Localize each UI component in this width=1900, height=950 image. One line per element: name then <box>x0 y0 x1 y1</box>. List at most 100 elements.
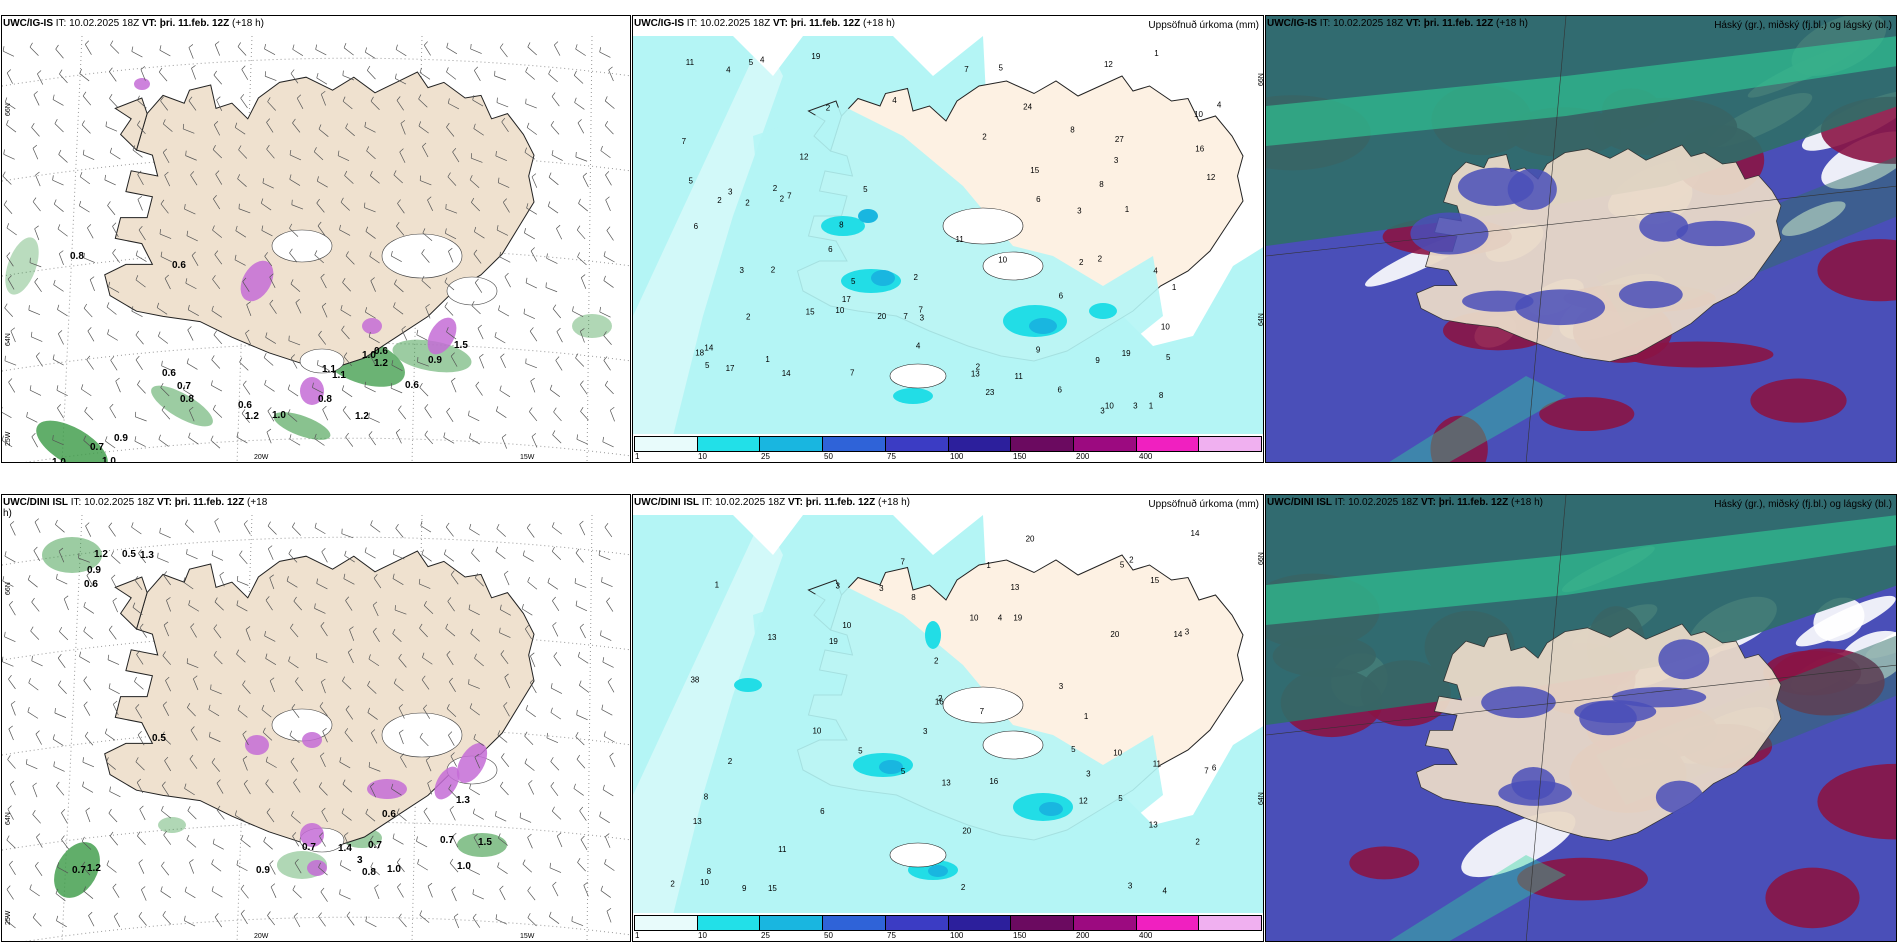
wind-barb <box>83 440 93 449</box>
wind-barb <box>579 810 587 821</box>
wind-barb-feather <box>82 149 85 155</box>
colorbar-swatch <box>1136 916 1200 930</box>
wind-barb-feather <box>240 884 245 890</box>
wind-barb <box>139 809 146 821</box>
low-cloud-area <box>1765 867 1860 929</box>
precip-value: 4 <box>726 65 731 74</box>
wind-barb <box>372 631 380 643</box>
wind-barb-feather <box>473 123 476 129</box>
wind-barb <box>575 552 584 563</box>
wind-barb-feather <box>214 250 219 255</box>
wind-barb-feather <box>139 623 144 628</box>
wind-barb <box>239 361 249 371</box>
wind-barb-feather <box>267 911 271 916</box>
wind-barb-feather <box>552 622 557 626</box>
wind-barb <box>184 788 195 796</box>
wind-barb-feather <box>265 756 268 762</box>
bottom-cloud-map[interactable] <box>1266 495 1897 942</box>
wind-barb <box>321 551 328 563</box>
wind-barb <box>141 889 147 901</box>
wind-barb-feather <box>348 648 353 653</box>
wind-barb <box>159 233 172 239</box>
wind-barb-feather <box>445 623 449 629</box>
wind-barb <box>370 175 380 184</box>
wind-barb-feather <box>162 119 166 125</box>
wind-barb-feather <box>260 198 264 204</box>
wind-barb <box>444 306 454 316</box>
wind-barb-feather <box>423 600 427 606</box>
wind-barb-feather <box>35 730 40 735</box>
precip-value: 8 <box>911 593 916 602</box>
wind-barb <box>162 655 171 665</box>
wind-barb <box>370 524 381 533</box>
wind-barb-feather <box>58 149 62 155</box>
bottom-precip-map[interactable]: 66N64N2432135231081313141312101171420193… <box>633 495 1264 915</box>
precip-value: 3 <box>1185 627 1190 636</box>
wind-barb <box>499 390 511 398</box>
wind-barb-feather <box>579 680 582 686</box>
wind-barb <box>56 785 65 796</box>
wind-barb <box>572 310 584 317</box>
wind-barb <box>132 149 143 158</box>
wind-barb-feather <box>266 428 272 433</box>
wind-barb-feather <box>499 885 504 890</box>
wind-barb <box>245 333 251 345</box>
wind-barb-feather <box>315 653 318 659</box>
wind-barb <box>54 123 64 133</box>
wind-barb <box>262 182 274 189</box>
top-cloud-map[interactable] <box>1266 16 1897 463</box>
precip-patch <box>367 779 407 799</box>
low-cloud-area <box>1430 415 1488 462</box>
wind-barb-feather <box>606 597 611 602</box>
wind-barb-feather <box>550 757 554 762</box>
wind-barb <box>87 227 94 239</box>
wind-barb <box>368 766 381 772</box>
wind-barb-feather <box>135 757 139 762</box>
graticule-line <box>1266 664 1896 736</box>
wind-barb-feather <box>504 272 509 277</box>
wind-barb <box>106 306 117 315</box>
wind-barb-feather <box>236 575 239 581</box>
wind-barb <box>522 863 533 873</box>
wind-barb <box>8 381 16 393</box>
wind-barb <box>374 887 380 900</box>
wind-barb-feather <box>368 431 373 436</box>
wind-barb-feather <box>115 377 120 382</box>
wind-barb <box>427 886 433 898</box>
wind-barb-feather <box>368 412 370 418</box>
wind-barb <box>600 890 611 898</box>
precip-value: 2 <box>961 883 966 892</box>
wind-barb <box>214 44 221 56</box>
graticule-line <box>1525 16 1567 462</box>
wind-barb-feather <box>364 547 367 553</box>
wind-barb <box>265 783 274 794</box>
wind-barb <box>419 737 429 747</box>
wind-barb <box>314 254 324 264</box>
precip-value: 5 <box>689 176 694 185</box>
wind-barb <box>576 714 588 721</box>
precip-value: 13 <box>693 817 702 826</box>
wind-barb-feather <box>83 303 88 309</box>
wind-barb <box>494 336 506 344</box>
wind-barb-feather <box>183 915 186 921</box>
wind-barb-feather <box>264 379 267 385</box>
wind-barb <box>546 257 558 264</box>
glacier-area <box>271 708 333 742</box>
wind-barb-feather <box>370 171 373 176</box>
wind-barb-feather <box>373 574 378 579</box>
wind-barb <box>290 73 299 84</box>
wind-barb <box>369 354 376 366</box>
wind-barb <box>472 99 484 107</box>
precip-value: 13 <box>768 633 777 642</box>
wind-barb <box>427 783 433 795</box>
wind-barb-feather <box>337 150 340 156</box>
wind-gust-value: 1.3 <box>456 795 470 806</box>
wind-barb-feather <box>577 651 581 657</box>
wind-barb <box>109 835 119 846</box>
wind-barb-feather <box>163 571 168 576</box>
wind-gust-value: 1.0 <box>52 457 66 463</box>
wind-barb <box>135 707 143 719</box>
